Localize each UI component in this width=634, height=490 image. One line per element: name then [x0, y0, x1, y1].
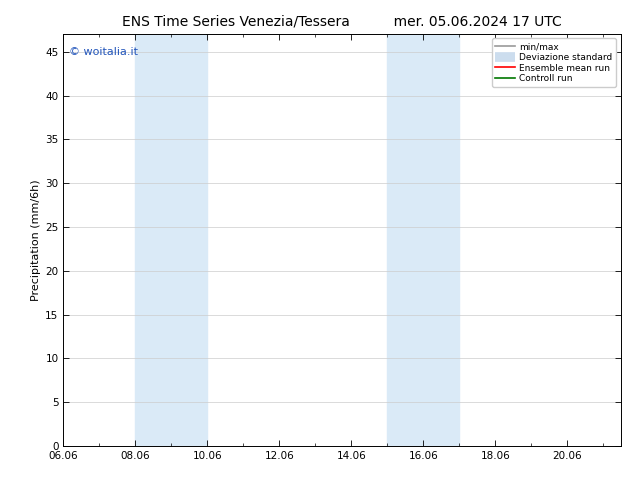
Bar	[136, 34, 207, 446]
Title: ENS Time Series Venezia/Tessera          mer. 05.06.2024 17 UTC: ENS Time Series Venezia/Tessera mer. 05.…	[122, 15, 562, 29]
Text: © woitalia.it: © woitalia.it	[69, 47, 138, 57]
Legend: min/max, Deviazione standard, Ensemble mean run, Controll run: min/max, Deviazione standard, Ensemble m…	[492, 38, 616, 87]
Bar	[387, 34, 460, 446]
Y-axis label: Precipitation (mm/6h): Precipitation (mm/6h)	[31, 179, 41, 301]
